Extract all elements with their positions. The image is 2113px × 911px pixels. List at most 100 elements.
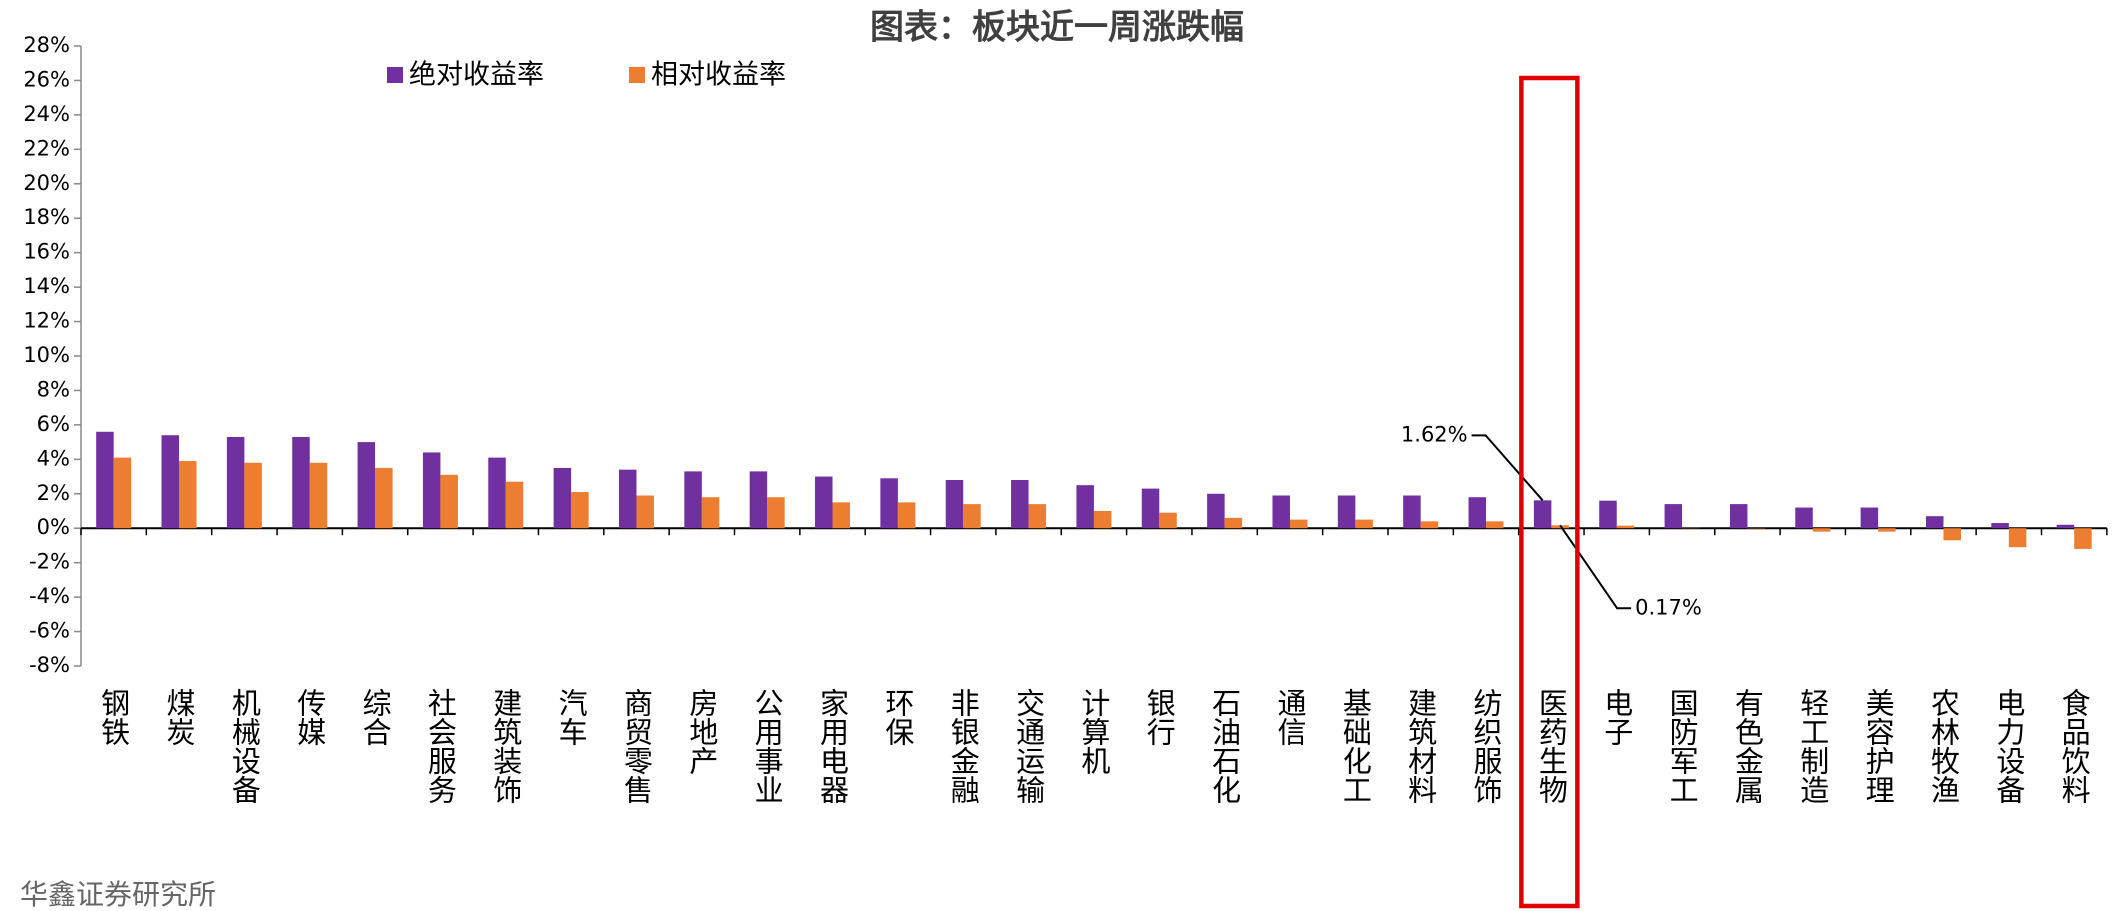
bar xyxy=(553,467,572,529)
x-tick-label: 农林牧渔 xyxy=(1926,688,1960,804)
y-tick-label: 8% xyxy=(37,377,70,401)
bar xyxy=(1664,504,1683,529)
x-tick-label: 机械设备 xyxy=(227,688,261,804)
bar xyxy=(2056,524,2075,529)
y-tick-label: 18% xyxy=(23,205,70,229)
bar xyxy=(963,504,981,529)
chart-title: 图表：板块近一周涨跌幅 xyxy=(870,8,1244,48)
bar xyxy=(1486,521,1504,529)
bar xyxy=(292,436,310,529)
bar xyxy=(880,478,898,529)
bar xyxy=(1337,495,1356,529)
bar xyxy=(1076,485,1094,529)
bar xyxy=(1616,525,1635,529)
bar xyxy=(309,462,328,529)
y-tick-label: 2% xyxy=(37,481,70,505)
bar xyxy=(113,457,132,529)
bar xyxy=(749,471,768,529)
bar xyxy=(1224,517,1243,529)
bar xyxy=(1943,528,1961,541)
x-tick-label: 电子 xyxy=(1600,688,1634,746)
x-tick-label: 银行 xyxy=(1142,688,1176,746)
bar xyxy=(1093,511,1112,529)
y-tick-label: 6% xyxy=(37,412,70,436)
bar xyxy=(1991,523,2009,529)
x-tick-label: 基础化工 xyxy=(1338,688,1372,804)
leader-line xyxy=(1559,524,1632,610)
y-tick-label: 24% xyxy=(23,102,70,126)
leader-line xyxy=(1471,434,1544,501)
source: 华鑫证券研究所 xyxy=(20,878,216,911)
bar xyxy=(161,435,180,529)
legend-swatch xyxy=(387,67,403,83)
y-tick-label: 26% xyxy=(23,67,70,91)
x-tick-label: 建筑材料 xyxy=(1404,688,1438,804)
bar xyxy=(1795,507,1813,529)
x-tick-label: 通信 xyxy=(1273,688,1307,746)
x-tick-label: 电力设备 xyxy=(1992,688,2026,804)
bar xyxy=(1355,519,1373,529)
x-tick-label: 建筑装饰 xyxy=(489,688,523,804)
bar xyxy=(226,436,245,529)
bar xyxy=(1011,480,1029,529)
y-tick-label: 20% xyxy=(23,171,70,195)
x-tick-label: 美容护理 xyxy=(1861,688,1895,804)
x-tick-label: 传媒 xyxy=(293,688,327,746)
bar xyxy=(1878,528,1896,532)
bar xyxy=(767,497,785,529)
bar xyxy=(244,462,262,529)
legend-swatch xyxy=(629,67,645,83)
y-tick-label: 4% xyxy=(37,446,70,470)
x-tick-label: 有色金属 xyxy=(1730,688,1764,804)
bar xyxy=(701,497,720,529)
x-tick-label: 轻工制造 xyxy=(1796,688,1830,804)
bar xyxy=(440,474,458,529)
y-tick-label: 14% xyxy=(23,274,70,298)
bar xyxy=(684,471,702,529)
x-tick-label: 社会服务 xyxy=(423,688,457,804)
y-tick-label: -2% xyxy=(29,550,70,574)
bar xyxy=(1289,519,1308,529)
bar xyxy=(1468,497,1487,529)
x-tick-label: 计算机 xyxy=(1077,688,1111,775)
y-tick-label: 28% xyxy=(23,33,70,57)
bar xyxy=(1207,493,1225,529)
bar xyxy=(1533,500,1552,529)
y-tick-label: 16% xyxy=(23,240,70,264)
bar xyxy=(1925,516,1944,529)
y-tick-label: 22% xyxy=(23,136,70,160)
x-tick-label: 交通运输 xyxy=(1012,688,1046,804)
bar xyxy=(1599,500,1617,529)
x-tick-label: 石油石化 xyxy=(1208,688,1242,804)
bar xyxy=(636,495,654,529)
y-tick-label: 10% xyxy=(23,343,70,367)
legend-label: 绝对收益率 xyxy=(409,60,544,91)
y-tick-label: -4% xyxy=(29,584,70,608)
highlight-box xyxy=(1519,75,1580,909)
x-tick-label: 环保 xyxy=(881,688,915,746)
bar xyxy=(505,481,524,529)
y-tick-label: 0% xyxy=(37,515,70,539)
x-tick-label: 公用事业 xyxy=(750,688,784,804)
bar xyxy=(1729,504,1748,529)
bar xyxy=(1812,528,1831,532)
bar xyxy=(2008,528,2027,548)
bar xyxy=(1159,512,1177,529)
x-tick-label: 煤炭 xyxy=(162,688,196,746)
bar xyxy=(832,502,851,529)
bar xyxy=(945,480,964,529)
bar xyxy=(571,492,589,529)
bar xyxy=(1028,504,1047,529)
bar xyxy=(1420,521,1439,529)
x-tick-label: 房地产 xyxy=(685,688,719,775)
bar xyxy=(1272,495,1290,529)
x-tick-label: 医药生物 xyxy=(1534,688,1568,804)
bar xyxy=(96,431,114,529)
x-tick-label: 钢铁 xyxy=(97,688,131,746)
x-tick-label: 商贸零售 xyxy=(619,688,653,804)
bar xyxy=(2074,528,2092,549)
bar xyxy=(1860,507,1879,529)
bar xyxy=(357,442,376,529)
bar xyxy=(618,469,637,529)
